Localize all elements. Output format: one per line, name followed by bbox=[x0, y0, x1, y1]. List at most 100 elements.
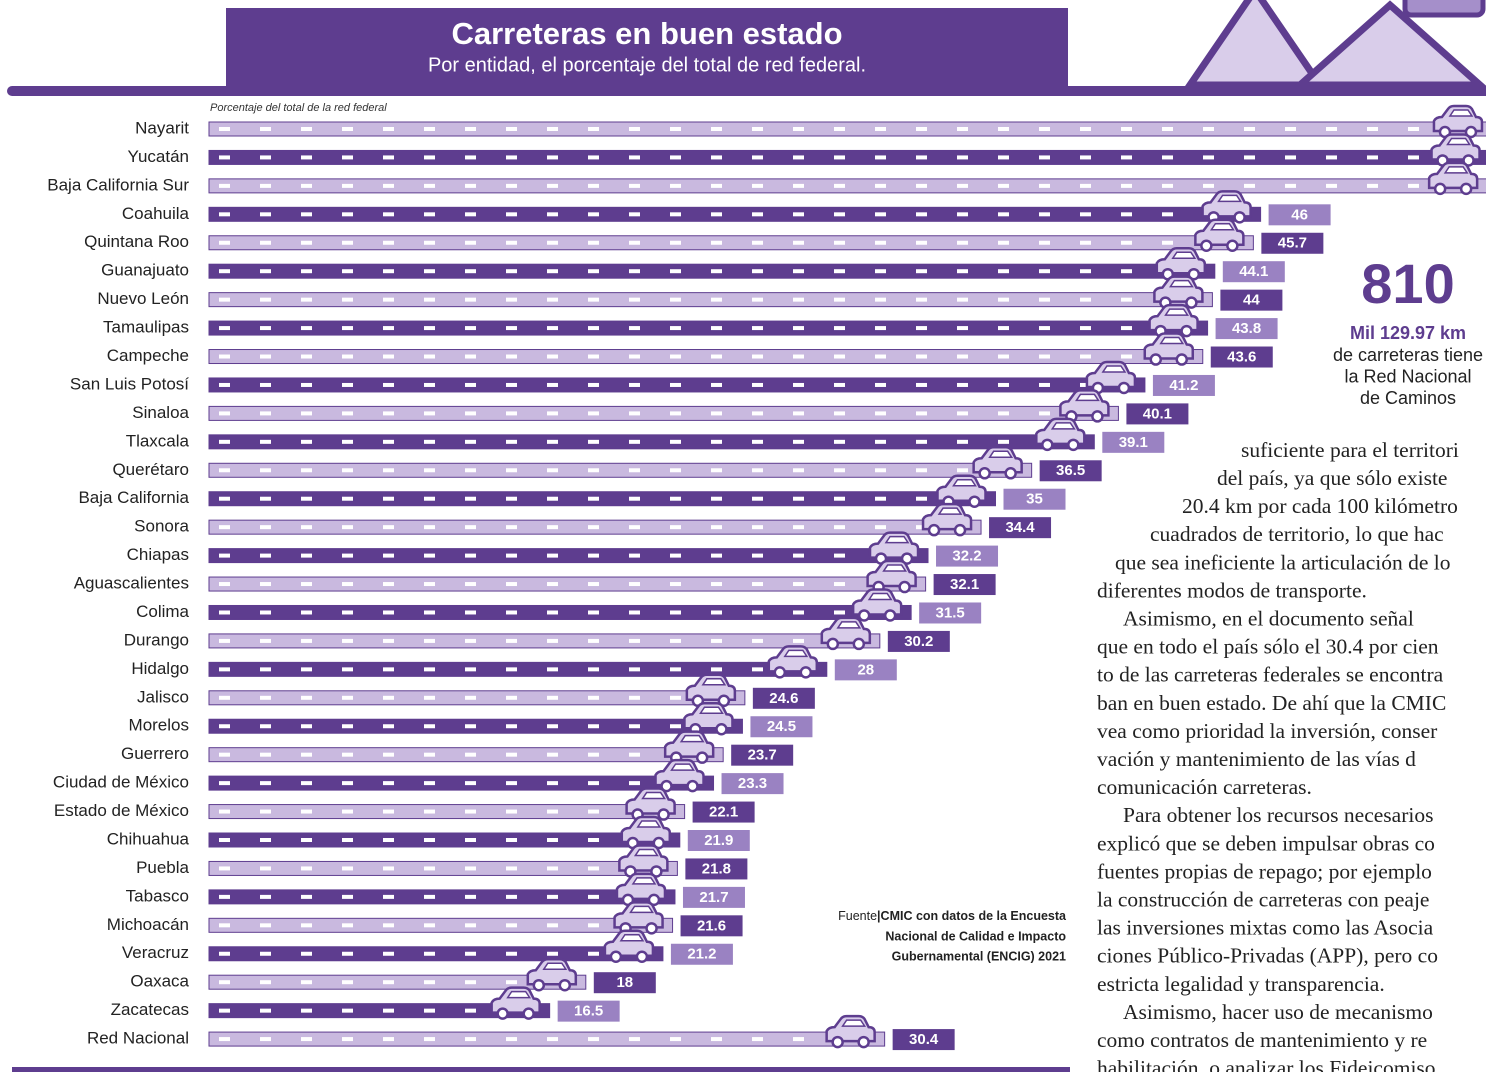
lane-dash bbox=[342, 155, 353, 159]
lane-dash bbox=[219, 383, 230, 387]
lane-dash bbox=[834, 298, 845, 302]
lane-dash bbox=[506, 667, 517, 671]
lane-dash bbox=[465, 554, 476, 558]
lane-dash bbox=[383, 724, 394, 728]
chart-title: Carreteras en buen estado bbox=[451, 16, 842, 51]
lane-dash bbox=[588, 468, 599, 472]
lane-dash bbox=[424, 184, 435, 188]
lane-dash bbox=[301, 298, 312, 302]
car-wheel bbox=[1201, 241, 1211, 251]
lane-dash bbox=[752, 326, 763, 330]
lane-dash bbox=[834, 269, 845, 273]
lane-dash bbox=[506, 582, 517, 586]
lane-dash bbox=[629, 241, 640, 245]
article-line: que en todo el país sólo el 30.4 por cie… bbox=[1097, 635, 1439, 659]
car-window bbox=[508, 992, 530, 998]
lane-dash bbox=[465, 952, 476, 956]
lane-dash bbox=[260, 383, 271, 387]
lane-dash bbox=[998, 326, 1009, 330]
lane-dash bbox=[506, 952, 517, 956]
lane-dash bbox=[424, 923, 435, 927]
lane-dash bbox=[219, 866, 230, 870]
car-wheel bbox=[534, 980, 544, 990]
lane-dash bbox=[957, 355, 968, 359]
lane-dash bbox=[383, 184, 394, 188]
lane-dash bbox=[301, 582, 312, 586]
lane-dash bbox=[424, 724, 435, 728]
lane-dash bbox=[424, 127, 435, 131]
big-number: 810 bbox=[1361, 252, 1454, 315]
lane-dash bbox=[342, 610, 353, 614]
lane-dash bbox=[629, 326, 640, 330]
sidebar-line: de carreteras tiene bbox=[1333, 345, 1483, 365]
lane-dash bbox=[219, 610, 230, 614]
lane-dash bbox=[219, 127, 230, 131]
lane-dash bbox=[424, 269, 435, 273]
lane-dash bbox=[301, 895, 312, 899]
lane-dash bbox=[301, 440, 312, 444]
lane-dash bbox=[424, 639, 435, 643]
lane-dash bbox=[547, 810, 558, 814]
car-window bbox=[635, 849, 657, 855]
lane-dash bbox=[506, 440, 517, 444]
lane-dash bbox=[998, 411, 1009, 415]
lane-dash bbox=[629, 525, 640, 529]
lane-dash bbox=[588, 696, 599, 700]
lane-dash bbox=[711, 1037, 722, 1041]
lane-dash bbox=[1080, 326, 1091, 330]
bar bbox=[209, 350, 1203, 364]
category-label: Puebla bbox=[136, 858, 189, 877]
category-label: Durango bbox=[124, 630, 189, 649]
car-window bbox=[1219, 195, 1241, 201]
lane-dash bbox=[219, 411, 230, 415]
lane-dash bbox=[916, 269, 927, 273]
lane-dash bbox=[383, 610, 394, 614]
lane-dash bbox=[219, 1009, 230, 1013]
category-label: Sinaloa bbox=[132, 403, 189, 422]
category-label: Colima bbox=[136, 602, 189, 621]
bar bbox=[209, 605, 911, 619]
lane-dash bbox=[342, 639, 353, 643]
lane-dash bbox=[301, 667, 312, 671]
lane-dash bbox=[670, 554, 681, 558]
car-window bbox=[1450, 110, 1472, 116]
car-window bbox=[621, 935, 643, 941]
lane-dash bbox=[301, 468, 312, 472]
lane-dash bbox=[957, 383, 968, 387]
lane-dash bbox=[260, 241, 271, 245]
lane-dash bbox=[465, 781, 476, 785]
lane-dash bbox=[834, 127, 845, 131]
article-line: habilitación, o analizar los Fideicomiso bbox=[1097, 1056, 1436, 1072]
car-window bbox=[954, 480, 976, 486]
car-window bbox=[785, 650, 807, 656]
bar bbox=[209, 861, 677, 875]
lane-dash bbox=[465, 127, 476, 131]
lane-dash bbox=[629, 298, 640, 302]
article-line: vación y mantenimiento de las vías d bbox=[1097, 747, 1416, 771]
car-window bbox=[990, 451, 1012, 457]
lane-dash bbox=[383, 497, 394, 501]
lane-dash bbox=[793, 298, 804, 302]
lane-dash bbox=[506, 525, 517, 529]
article-line: fuentes propias de repago; por ejemplo bbox=[1097, 859, 1432, 883]
lane-dash bbox=[1121, 155, 1132, 159]
lane-dash bbox=[383, 411, 394, 415]
lane-dash bbox=[752, 639, 763, 643]
lane-dash bbox=[301, 1037, 312, 1041]
lane-dash bbox=[383, 582, 394, 586]
article-line: explicó que se deben impulsar obras co bbox=[1097, 831, 1435, 855]
lane-dash bbox=[260, 155, 271, 159]
lane-dash bbox=[547, 781, 558, 785]
lane-dash bbox=[957, 127, 968, 131]
lane-dash bbox=[260, 127, 271, 131]
lane-dash bbox=[506, 411, 517, 415]
lane-dash bbox=[506, 212, 517, 216]
lane-dash bbox=[957, 269, 968, 273]
lane-dash bbox=[1326, 127, 1337, 131]
lane-dash bbox=[219, 554, 230, 558]
lane-dash bbox=[834, 497, 845, 501]
lane-dash bbox=[588, 582, 599, 586]
lane-dash bbox=[506, 355, 517, 359]
article-line: Asimismo, en el documento señal bbox=[1123, 607, 1414, 631]
lane-dash bbox=[629, 696, 640, 700]
